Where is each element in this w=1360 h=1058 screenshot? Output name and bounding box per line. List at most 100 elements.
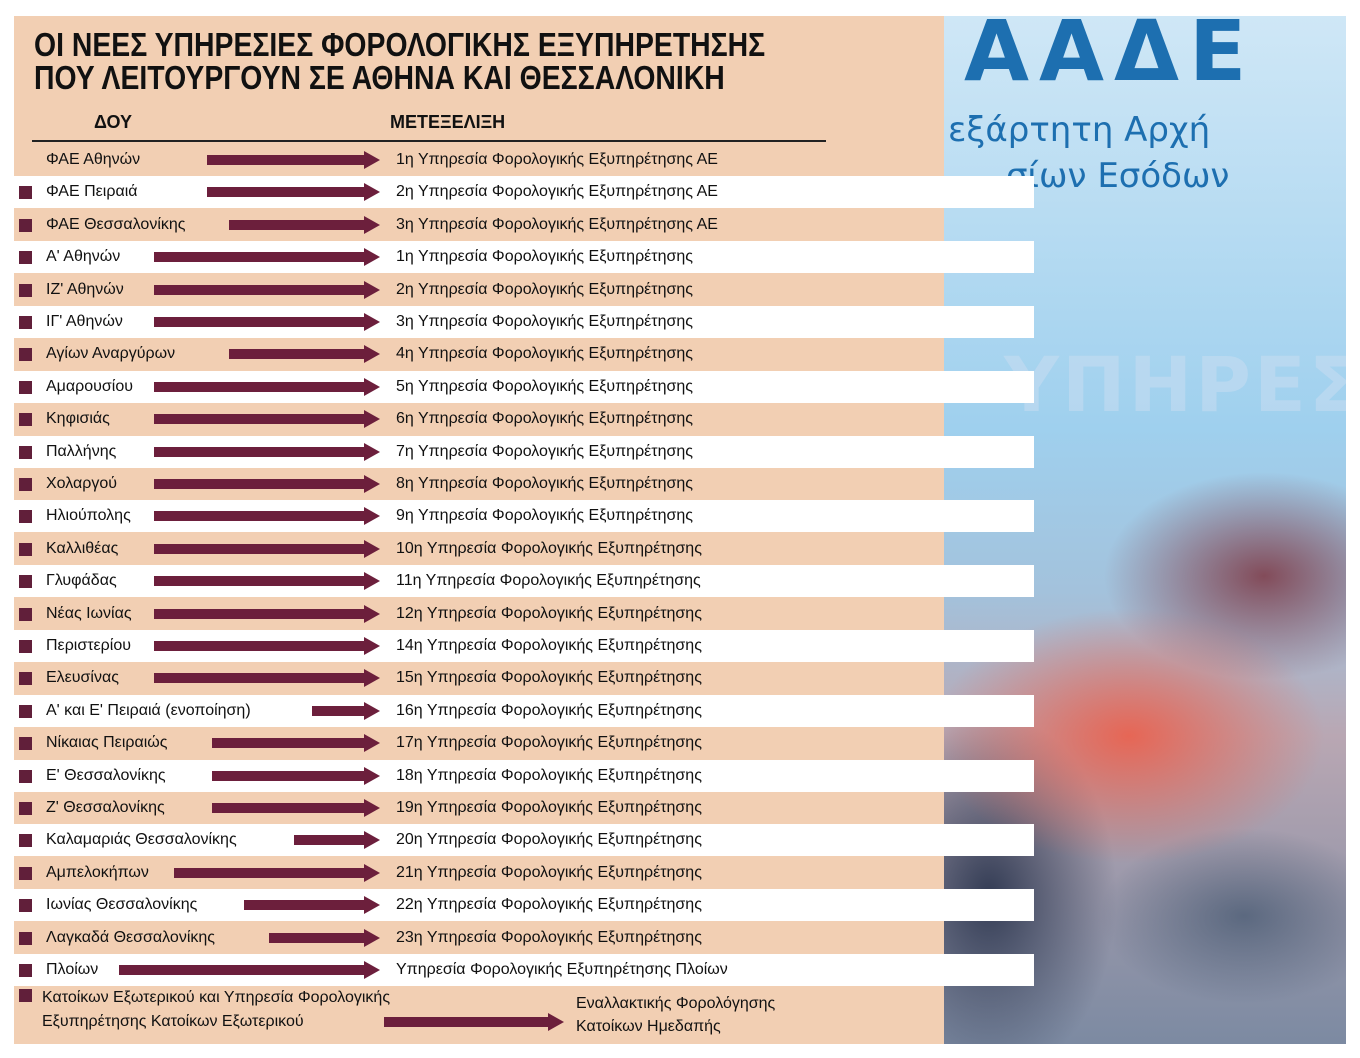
bullet-square [19,445,32,459]
arrow-right-icon [154,475,380,493]
row-dou-name: Νέας Ιωνίας [46,604,132,622]
footer-from-line-2: Εξυπηρέτησης Κατοίκων Εξωτερικού [42,1013,304,1030]
table-row: Αμπελοκήπων 21η Υπηρεσία Φορολογικής Εξυπ… [14,857,1034,889]
row-new-service: 10η Υπηρεσία Φορολογικής Εξυπηρέτησης [396,539,702,557]
table-row: ΦΑΕ Αθηνών 1η Υπηρεσία Φορολογικής Εξυπηρ… [14,144,1034,176]
bullet-square [19,510,32,524]
row-dou-name: Λαγκαδά Θεσσαλονίκης [46,928,215,946]
bullet-square [19,704,32,718]
arrow-right-icon [244,896,380,915]
row-dou-name: Καλαμαριάς Θεσσαλονίκης [46,831,237,849]
table-row: Νέας Ιωνίας 12η Υπηρεσία Φορολογικής Εξυπ… [14,598,1034,630]
row-dou-name: Χολαργού [46,475,118,492]
row-new-service: 2η Υπηρεσία Φορολογικής Εξυπηρέτησης [396,280,694,298]
row-dou-name: Αγίων Αναργύρων [46,345,176,363]
row-new-service: 15η Υπηρεσία Φορολογικής Εξυπηρέτησης [396,669,702,687]
row-new-service: 2η Υπηρεσία Φορολογικής Εξυπηρέτησης ΑΕ [396,183,718,201]
table-row: ΦΑΕ Πειραιά 2η Υπηρεσία Φορολογικής Εξυπη… [14,176,1034,209]
footer-to-line-2: Κατοίκων Ημεδαπής [576,1018,721,1035]
row-new-service: 5η Υπηρεσία Φορολογικής Εξυπηρέτησης [396,377,694,395]
row-new-service: 22η Υπηρεσία Φορολογικής Εξυπηρέτησης [396,896,702,914]
page-title: ΟΙ ΝΕΕΣ ΥΠΗΡΕΣΙΕΣ ΦΟΡΟΛΟΓΙΚΗΣ ΕΞΥΠΗΡΕΤΗΣ… [34,28,765,94]
arrow-right-icon [312,701,380,720]
bullet-square [19,769,32,783]
table-row: Γλυφάδας 11η Υπηρεσία Φορολογικής Εξυπηρέ… [14,565,1034,598]
table-row: Πλοίων Υπηρεσία Φορολογικής Εξυπηρέτησης … [14,954,1034,986]
photo-text-line2: εξάρτητη Αρχή [948,110,1211,150]
arrow-right-icon [154,442,380,461]
footer-from-line-1: Κατοίκων Εξωτερικού και Υπηρεσία Φορολογ… [42,989,391,1006]
bullet-square [19,931,32,945]
bullet-square [19,316,32,329]
table-row: Κηφισιάς 6η Υπηρεσία Φορολογικής Εξυπηρέτ… [14,403,1034,435]
row-new-service: 18η Υπηρεσία Φορολογικής Εξυπηρέτησης [396,766,702,784]
bullet-square [19,575,32,589]
photo-text-aade: ΑΑΔΕ [964,16,1257,100]
arrow-right-icon [229,345,380,364]
row-dou-name: Α' και Ε' Πειραιά (ενοποίηση) [46,701,251,719]
photo-text-line4: ΥΠΗΡΕΣ [1004,340,1346,429]
row-dou-name: ΙΖ' Αθηνών [46,280,124,298]
table-row: Ε' Θεσσαλονίκης 18η Υπηρεσία Φορολογικής … [14,759,1034,792]
table-row: Α' και Ε' Πειραιά (ενοποίηση) 16η Υπηρεσί… [14,694,1034,727]
arrow-right-icon [154,507,380,526]
table-row: ΙΓ' Αθηνών 3η Υπηρεσία Φορολογικής Εξυπηρ… [14,306,1034,338]
table-row: Ιωνίας Θεσσαλονίκης 22η Υπηρεσία Φορολογι… [14,889,1034,922]
row-dou-name: Περιστερίου [46,637,131,654]
row-dou-name: Ζ' Θεσσαλονίκης [46,799,165,816]
arrow-right-icon [229,215,380,234]
arrow-right-icon [207,151,380,169]
arrow-right-icon [212,734,380,753]
row-new-service: 9η Υπηρεσία Φορολογικής Εξυπηρέτησης [396,507,694,525]
bullet-square [19,542,32,556]
header-divider [32,140,826,142]
bullet-square [19,478,32,491]
arrow-right-icon [154,248,380,267]
row-new-service: 17η Υπηρεσία Φορολογικής Εξυπηρέτησης [396,734,702,752]
arrow-right-icon [154,669,380,688]
bullet-square [19,640,32,653]
footer-row: Κατοίκων Εξωτερικού και Υπηρεσία Φορολογ… [14,986,944,1040]
title-line-1: ΟΙ ΝΕΕΣ ΥΠΗΡΕΣΙΕΣ ΦΟΡΟΛΟΓΙΚΗΣ ΕΞΥΠΗΡΕΤΗΣ… [34,26,766,63]
row-new-service: 16η Υπηρεσία Φορολογικής Εξυπηρέτησης [396,701,702,719]
row-dou-name: Νίκαιας Πειραιώς [46,734,168,752]
row-dou-name: Πλοίων [46,961,99,978]
row-dou-name: Αμπελοκήπων [46,863,149,881]
arrow-right-icon [212,766,380,785]
row-new-service: 14η Υπηρεσία Φορολογικής Εξυπηρέτησης [396,637,702,654]
table-row: Ηλιούπολης 9η Υπηρεσία Φορολογικής Εξυπηρ… [14,500,1034,533]
row-dou-name: Α' Αθηνών [46,248,121,266]
arrow-right-icon [384,1013,564,1031]
table-row: Αγίων Αναργύρων 4η Υπηρεσία Φορολογικής Ε… [14,338,1034,370]
arrow-right-icon [154,280,380,299]
table-row: Καλλιθέας 10η Υπηρεσία Φορολογικής Εξυπηρ… [14,533,1034,565]
bullet-square [19,283,32,297]
table-row: ΦΑΕ Θεσσαλονίκης 3η Υπηρεσία Φορολογικής … [14,209,1034,241]
row-new-service: 7η Υπηρεσία Φορολογικής Εξυπηρέτησης [396,442,694,460]
row-new-service: 6η Υπηρεσία Φορολογικής Εξυπηρέτησης [396,410,694,428]
row-dou-name: Γλυφάδας [46,572,117,590]
footer-to-line-1: Εναλλακτικής Φορολόγησης [576,995,776,1012]
arrow-right-icon [154,377,380,396]
row-new-service: 3η Υπηρεσία Φορολογικής Εξυπηρέτησης ΑΕ [396,215,718,233]
row-new-service: 11η Υπηρεσία Φορολογικής Εξυπηρέτησης [396,572,701,590]
table-rows: ΦΑΕ Αθηνών 1η Υπηρεσία Φορολογικής Εξυπηρ… [14,16,1346,1044]
row-new-service: 19η Υπηρεσία Φορολογικής Εξυπηρέτησης [396,799,702,816]
column-header-dou: ΔΟΥ [94,112,132,132]
table-row: Α' Αθηνών 1η Υπηρεσία Φορολογικής Εξυπηρέ… [14,241,1034,274]
photo-text-line3: σίων Εσόδων [1006,156,1230,196]
arrow-right-icon [154,539,380,558]
table-row: Λαγκαδά Θεσσαλονίκης 23η Υπηρεσία Φορολογ… [14,922,1034,954]
row-new-service: 1η Υπηρεσία Φορολογικής Εξυπηρέτησης ΑΕ [396,151,718,168]
table-row: Ελευσίνας 15η Υπηρεσία Φορολογικής Εξυπηρ… [14,662,1034,694]
row-new-service: Υπηρεσία Φορολογικής Εξυπηρέτησης Πλοίων [396,961,728,978]
table-row: Χολαργού 8η Υπηρεσία Φορολογικής Εξυπηρέτ… [14,468,1034,500]
table-row: Περιστερίου 14η Υπηρεσία Φορολογικής Εξυπ… [14,630,1034,662]
bullet-square [19,964,32,977]
row-dou-name: Ηλιούπολης [46,507,131,525]
row-new-service: 21η Υπηρεσία Φορολογικής Εξυπηρέτησης [396,863,702,881]
arrow-right-icon [174,863,380,882]
row-new-service: 1η Υπηρεσία Φορολογικής Εξυπηρέτησης [396,248,694,266]
title-line-2: ΠΟΥ ΛΕΙΤΟΥΡΓΟΥΝ ΣΕ ΑΘΗΝΑ ΚΑΙ ΘΕΣΣΑΛΟΝΙΚΗ [34,59,725,96]
bullet-square [19,834,32,848]
